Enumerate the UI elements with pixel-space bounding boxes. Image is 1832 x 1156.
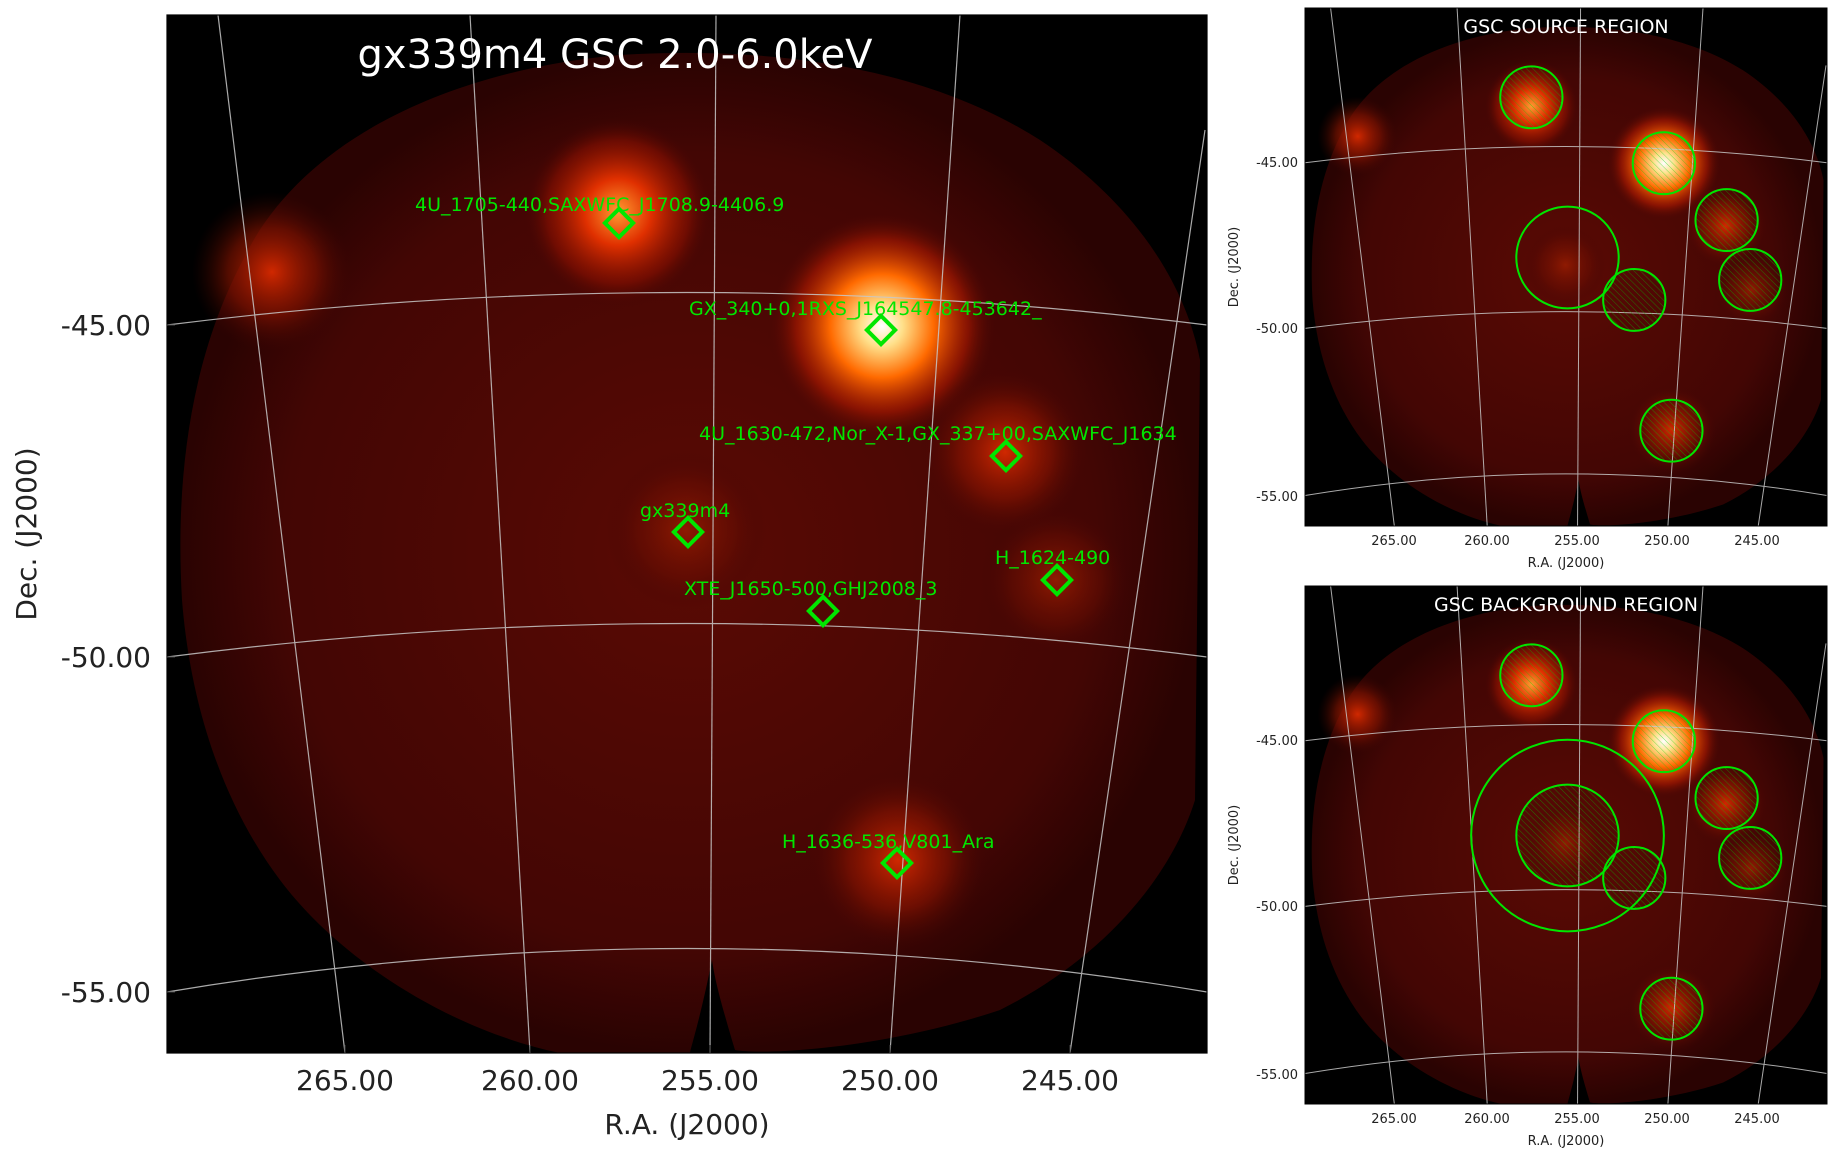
x-tick-label: 260.00 bbox=[1464, 534, 1510, 549]
excluded-region-circle bbox=[1639, 976, 1704, 1041]
y-tick-label: -45.00 bbox=[1256, 156, 1298, 171]
x-tick-label: 250.00 bbox=[841, 1064, 939, 1097]
source-marker bbox=[989, 439, 1023, 473]
source-label: H_1636-536,V801_Ara bbox=[782, 831, 995, 853]
excluded-region-circle bbox=[1631, 709, 1696, 774]
source-marker bbox=[1040, 563, 1074, 597]
excluded-region-circle bbox=[1515, 783, 1620, 888]
x-tick-label: 245.00 bbox=[1021, 1064, 1119, 1097]
excluded-region-circle bbox=[1602, 845, 1667, 910]
source-marker bbox=[602, 206, 636, 240]
source-marker bbox=[864, 313, 898, 347]
x-tick-label: 250.00 bbox=[1644, 534, 1690, 549]
x-tick-label: 255.00 bbox=[1554, 1112, 1600, 1127]
source-label: 4U_1705-440,SAXWFC_J1708.9-4406.9 bbox=[415, 194, 784, 216]
x-tick-label: 255.00 bbox=[1554, 534, 1600, 549]
source-panel-title: GSC SOURCE REGION bbox=[1463, 16, 1668, 38]
x-axis-label: R.A. (J2000) bbox=[1528, 1134, 1605, 1149]
y-tick-label: -50.00 bbox=[1256, 322, 1298, 337]
source-label: XTE_J1650-500,GHJ2008_3 bbox=[684, 578, 937, 600]
source-label: 4U_1630-472,Nor_X-1,GX_337+00,SAXWFC_J16… bbox=[699, 423, 1177, 445]
target-region-circle bbox=[1515, 205, 1620, 310]
coordinate-grid bbox=[166, 14, 1208, 1054]
x-tick-label: 260.00 bbox=[481, 1064, 579, 1097]
background-panel-title: GSC BACKGROUND REGION bbox=[1434, 594, 1698, 616]
x-tick-label: 265.00 bbox=[1371, 534, 1417, 549]
main-panel: gx339m4 GSC 2.0-6.0keV 4U_1705-440,SAXWF… bbox=[10, 14, 1208, 1141]
x-axis-label: R.A. (J2000) bbox=[1528, 556, 1605, 571]
y-tick-label: -55.00 bbox=[61, 976, 151, 1009]
source-marker bbox=[671, 515, 705, 549]
source-region-circle bbox=[1718, 248, 1783, 312]
source-label: GX_340+0,1RXS_J164547.8-453642_ bbox=[689, 298, 1042, 320]
main-title: gx339m4 GSC 2.0-6.0keV bbox=[358, 32, 874, 78]
x-tick-label: 265.00 bbox=[1371, 1112, 1417, 1127]
y-axis-label: Dec. (J2000) bbox=[10, 447, 43, 620]
y-axis-label: Dec. (J2000) bbox=[1227, 227, 1242, 307]
source-markers bbox=[602, 206, 1074, 880]
source-marker bbox=[806, 594, 840, 628]
source-region-circle bbox=[1602, 267, 1667, 332]
x-tick-label: 245.00 bbox=[1734, 534, 1780, 549]
source-region-panel: GSC SOURCE REGION -45.00 -50.00 -55.00 2… bbox=[1227, 7, 1828, 571]
source-region-circle bbox=[1694, 188, 1759, 253]
x-axis-label: R.A. (J2000) bbox=[604, 1108, 769, 1141]
x-tick-label: 265.00 bbox=[296, 1064, 394, 1097]
x-tick-label: 255.00 bbox=[661, 1064, 759, 1097]
source-region-circle bbox=[1499, 65, 1564, 130]
background-annulus-outer bbox=[1470, 738, 1665, 933]
y-tick-label: -50.00 bbox=[61, 641, 151, 674]
x-tick-label: 250.00 bbox=[1644, 1112, 1690, 1127]
excluded-region-circle bbox=[1499, 643, 1564, 708]
excluded-region-circle bbox=[1694, 766, 1759, 831]
source-marker bbox=[880, 846, 914, 880]
source-label: H_1624-490 bbox=[995, 547, 1110, 569]
y-tick-label: -55.00 bbox=[1256, 490, 1298, 505]
excluded-region-circle bbox=[1718, 826, 1783, 890]
source-region-circle bbox=[1631, 131, 1696, 196]
x-tick-label: 260.00 bbox=[1464, 1112, 1510, 1127]
source-label: gx339m4 bbox=[640, 500, 730, 522]
y-tick-label: -55.00 bbox=[1256, 1068, 1298, 1083]
y-tick-label: -45.00 bbox=[61, 309, 151, 342]
y-tick-label: -45.00 bbox=[1256, 734, 1298, 749]
y-axis-label: Dec. (J2000) bbox=[1227, 805, 1242, 885]
background-region-panel: GSC BACKGROUND REGION -45.00 -50.00 -55.… bbox=[1227, 585, 1828, 1149]
source-region-circle bbox=[1639, 398, 1704, 463]
x-tick-label: 245.00 bbox=[1734, 1112, 1780, 1127]
y-tick-label: -50.00 bbox=[1256, 900, 1298, 915]
